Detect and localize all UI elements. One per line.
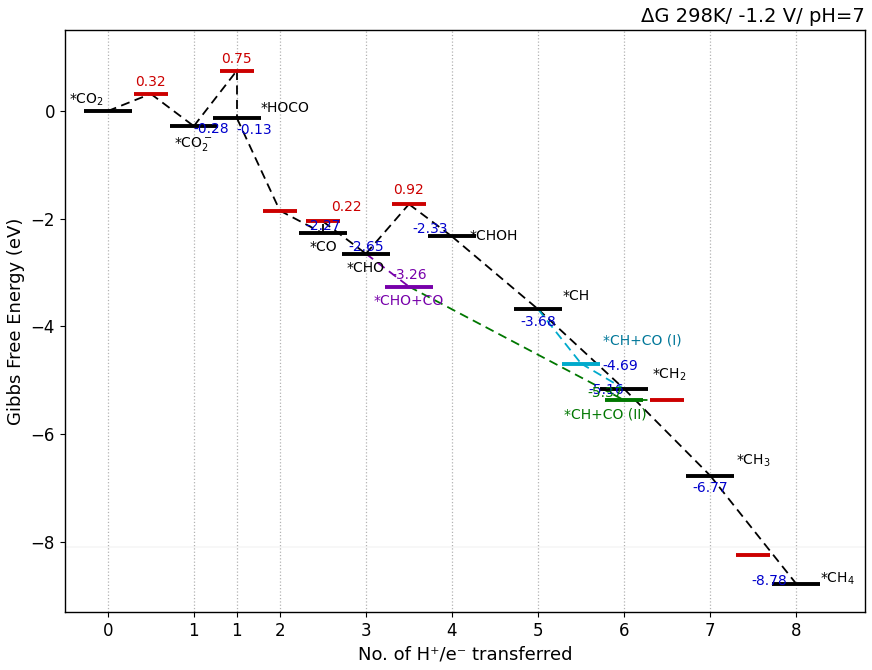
Text: -8.78: -8.78 [752, 574, 787, 588]
Text: 0.92: 0.92 [393, 183, 425, 197]
Text: *CH$_3$: *CH$_3$ [736, 453, 771, 469]
X-axis label: No. of H⁺/e⁻ transferred: No. of H⁺/e⁻ transferred [358, 645, 572, 663]
Y-axis label: Gibbs Free Energy (eV): Gibbs Free Energy (eV) [7, 217, 25, 425]
Text: *CO$_2^-$: *CO$_2^-$ [174, 135, 213, 153]
Text: -3.68: -3.68 [521, 315, 556, 328]
Text: -4.69: -4.69 [603, 358, 638, 373]
Text: 0.22: 0.22 [331, 200, 362, 214]
Text: *CHO: *CHO [347, 261, 385, 275]
Text: *CO$_2$: *CO$_2$ [69, 91, 104, 108]
Text: -2.27: -2.27 [305, 219, 341, 233]
Text: -5.16: -5.16 [589, 383, 624, 397]
Text: -6.77: -6.77 [692, 482, 728, 496]
Text: -5.37: -5.37 [588, 386, 623, 400]
Text: *CH: *CH [562, 289, 589, 304]
Text: *CH+CO (II): *CH+CO (II) [564, 407, 646, 421]
Text: -0.13: -0.13 [237, 123, 272, 137]
Text: *CHOH: *CHOH [469, 230, 518, 243]
Text: *CH$_4$: *CH$_4$ [821, 570, 855, 587]
Text: ΔG 298K/ -1.2 V/ pH=7: ΔG 298K/ -1.2 V/ pH=7 [641, 7, 865, 26]
Text: *CHO+CO: *CHO+CO [374, 294, 444, 308]
Text: 0.32: 0.32 [135, 75, 166, 89]
Text: 0.75: 0.75 [221, 52, 252, 66]
Text: -3.26: -3.26 [392, 268, 426, 281]
Text: -2.65: -2.65 [348, 240, 384, 254]
Text: -2.33: -2.33 [412, 222, 447, 237]
Text: -0.28: -0.28 [194, 123, 229, 137]
Text: *CO: *CO [309, 241, 337, 254]
Text: *CH+CO (I): *CH+CO (I) [603, 334, 681, 348]
Text: *HOCO: *HOCO [261, 100, 310, 115]
Text: *CH$_2$: *CH$_2$ [651, 366, 686, 383]
